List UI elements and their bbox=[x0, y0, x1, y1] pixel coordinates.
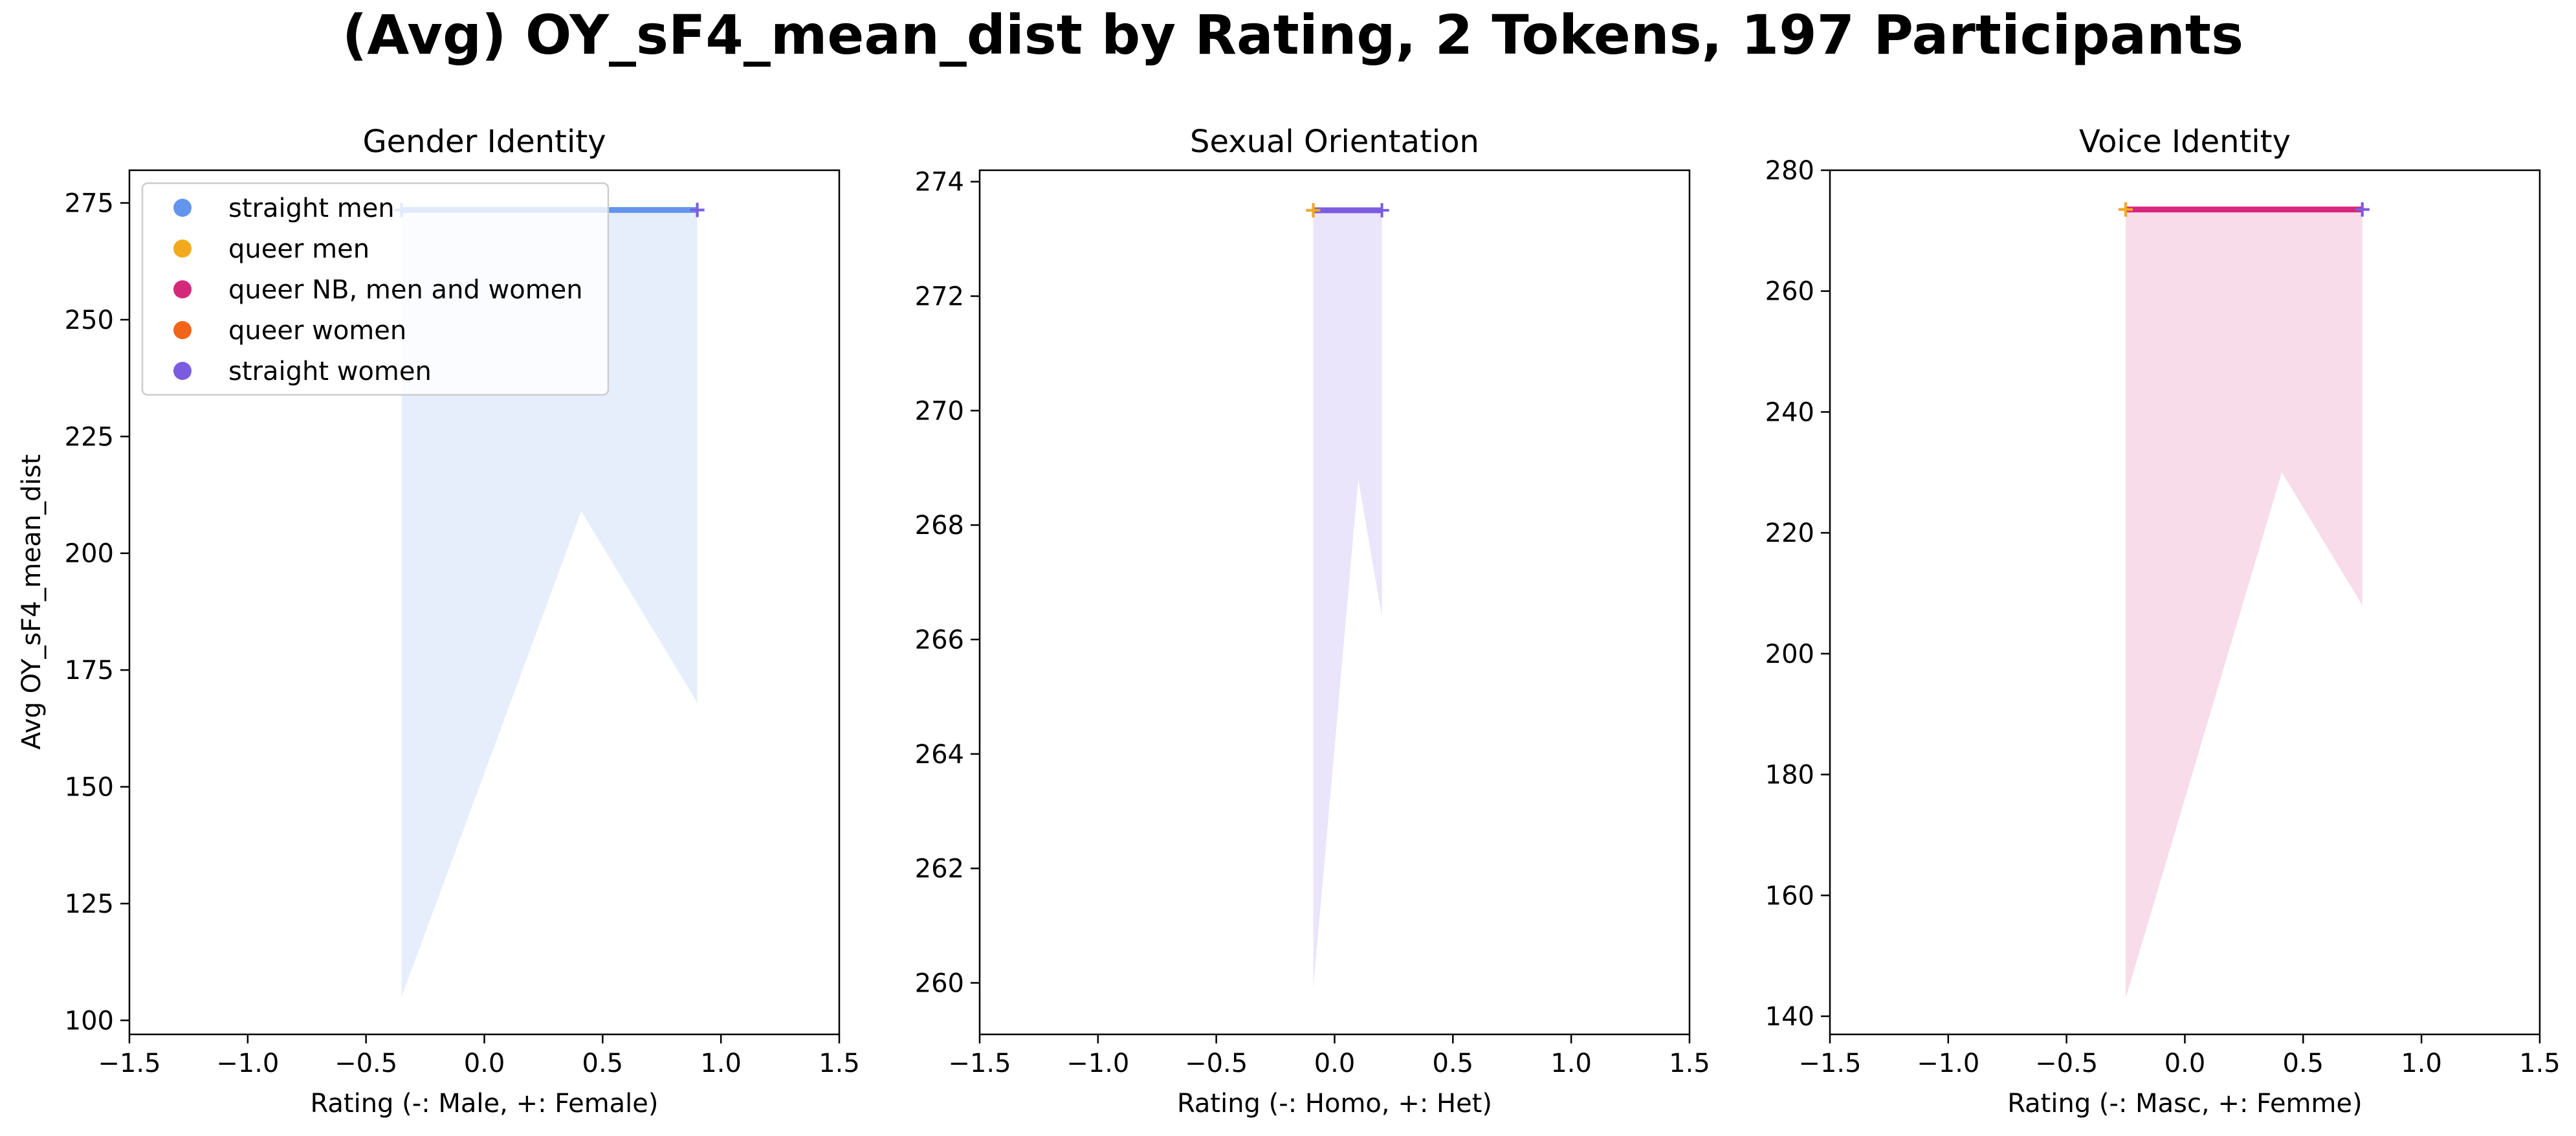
x-tick-label: 0.0 bbox=[464, 1049, 505, 1078]
y-tick-label: 272 bbox=[915, 282, 964, 312]
x-tick-label: 1.5 bbox=[2519, 1049, 2560, 1078]
x-tick-label: −1.0 bbox=[216, 1049, 279, 1078]
x-axis-label: Rating (-: Homo, +: Het) bbox=[1177, 1089, 1492, 1119]
y-tick-label: 260 bbox=[1765, 277, 1814, 307]
y-tick-label: 150 bbox=[65, 773, 114, 803]
x-axis-label: Rating (-: Male, +: Female) bbox=[310, 1089, 658, 1119]
y-tick-label: 275 bbox=[65, 189, 114, 219]
x-tick-label: −1.0 bbox=[1066, 1049, 1129, 1078]
legend: straight men queer men queer NB, men and w… bbox=[141, 182, 610, 396]
legend-label-1: straight men bbox=[228, 194, 395, 223]
y-axis-label: Avg OY_sF4_mean_dist bbox=[17, 454, 47, 750]
x-tick-label: 0.5 bbox=[1433, 1049, 1474, 1078]
range-band bbox=[1313, 210, 1382, 989]
x-tick-label: 1.5 bbox=[819, 1049, 860, 1078]
figure-title: (Avg) OY_sF4_mean_dist by Rating, 2 Toke… bbox=[342, 3, 2243, 67]
x-tick-label: −1.5 bbox=[948, 1049, 1011, 1078]
data-point-2-1 bbox=[1306, 203, 1321, 217]
y-tick-label: 274 bbox=[915, 168, 964, 197]
legend-marker-4 bbox=[173, 321, 192, 339]
x-tick-label: 1.5 bbox=[1669, 1049, 1710, 1078]
y-tick-label: 200 bbox=[65, 539, 114, 569]
y-tick-label: 268 bbox=[915, 511, 964, 540]
data-point-1-2 bbox=[1374, 203, 1389, 217]
y-tick-label: 280 bbox=[1765, 156, 1814, 186]
legend-marker-5 bbox=[173, 362, 192, 380]
panel-title: Gender Identity bbox=[362, 124, 606, 160]
x-axis-label: Rating (-: Masc, +: Femme) bbox=[2007, 1089, 2362, 1119]
y-tick-label: 125 bbox=[65, 889, 114, 919]
x-tick-label: 0.0 bbox=[2164, 1049, 2206, 1078]
panel-title: Sexual Orientation bbox=[1190, 124, 1479, 160]
y-tick-label: 220 bbox=[1765, 518, 1814, 548]
y-tick-label: 262 bbox=[915, 854, 964, 884]
x-tick-label: 0.5 bbox=[582, 1049, 624, 1078]
legend-label-5: straight women bbox=[228, 357, 432, 386]
y-tick-label: 250 bbox=[65, 306, 114, 335]
x-tick-label: −1.5 bbox=[1798, 1049, 1861, 1078]
x-tick-label: −0.5 bbox=[1185, 1049, 1248, 1078]
legend-box bbox=[141, 182, 610, 396]
legend-label-3: queer NB, men and women bbox=[228, 275, 583, 305]
y-tick-label: 225 bbox=[65, 422, 114, 452]
y-tick-label: 175 bbox=[65, 656, 114, 685]
plot-area bbox=[1830, 170, 2540, 1034]
y-tick-label: 200 bbox=[1765, 640, 1814, 669]
legend-marker-3 bbox=[173, 280, 192, 298]
y-tick-label: 140 bbox=[1765, 1002, 1814, 1032]
legend-marker-2 bbox=[173, 239, 192, 258]
y-tick-label: 270 bbox=[915, 396, 964, 426]
x-tick-label: −1.5 bbox=[98, 1049, 160, 1078]
panel-title: Voice Identity bbox=[2079, 124, 2291, 160]
y-tick-label: 100 bbox=[65, 1006, 114, 1036]
x-tick-label: 0.0 bbox=[1314, 1049, 1356, 1078]
legend-label-2: queer men bbox=[228, 234, 369, 264]
range-band bbox=[401, 210, 698, 997]
x-tick-label: 0.5 bbox=[2283, 1049, 2324, 1078]
data-point-2-1 bbox=[690, 203, 705, 217]
panel-3: −1.5 −1.0 −0.5 0.0 0.5 1.0 1.5 140 160 180 200 220 2… bbox=[1765, 124, 2560, 1119]
x-tick-label: 1.0 bbox=[700, 1049, 742, 1078]
plot-area bbox=[980, 170, 1690, 1034]
legend-marker-1 bbox=[173, 199, 192, 217]
y-tick-label: 264 bbox=[915, 740, 964, 770]
data-point-2-1 bbox=[2119, 202, 2133, 217]
x-tick-label: 1.0 bbox=[1550, 1049, 1592, 1078]
x-tick-label: 1.0 bbox=[2401, 1049, 2442, 1078]
y-tick-label: 240 bbox=[1765, 397, 1814, 427]
x-tick-label: −0.5 bbox=[2035, 1049, 2098, 1078]
legend-label-4: queer women bbox=[228, 316, 406, 346]
y-tick-label: 180 bbox=[1765, 761, 1814, 790]
x-tick-label: −0.5 bbox=[335, 1049, 397, 1078]
y-tick-label: 266 bbox=[915, 625, 964, 655]
y-tick-label: 260 bbox=[915, 968, 964, 998]
data-point-3-1 bbox=[2355, 202, 2370, 217]
y-tick-label: 160 bbox=[1765, 881, 1814, 911]
range-band bbox=[2126, 209, 2362, 998]
x-tick-label: −1.0 bbox=[1917, 1049, 1979, 1078]
panel-2: −1.5 −1.0 −0.5 0.0 0.5 1.0 1.5 260 262 264 266 268 2… bbox=[915, 124, 1710, 1119]
